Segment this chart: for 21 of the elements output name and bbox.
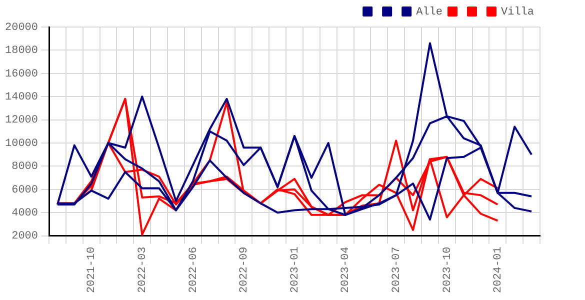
x-tick-label: 2024-01 [492,246,505,294]
y-tick-label: 18000 [4,45,38,58]
y-tick-label: 8000 [12,161,38,174]
y-tick-label: 14000 [4,92,38,104]
x-tick-label: 2023-10 [442,246,454,294]
y-tick-label: 20000 [4,22,38,34]
x-tick-label: 2023-04 [340,246,352,294]
x-tick-label: 2023-07 [390,246,403,294]
y-tick-label: 4000 [12,208,38,220]
y-tick-label: 6000 [12,184,38,196]
x-tick-label: 2023-01 [289,246,302,294]
y-tick-label: 10000 [4,138,38,150]
y-tick-label: 12000 [4,114,38,127]
x-tick-label: 2022-03 [137,246,150,294]
x-tick-label: 2022-09 [238,246,251,294]
y-tick-label: 2000 [12,230,38,243]
legend-label: Villa [500,6,534,18]
legend-label: Alle [416,6,442,18]
y-tick-label: 16000 [4,68,38,80]
x-tick-label: 2022-06 [188,246,200,294]
x-tick-label: 2021-10 [86,246,98,294]
